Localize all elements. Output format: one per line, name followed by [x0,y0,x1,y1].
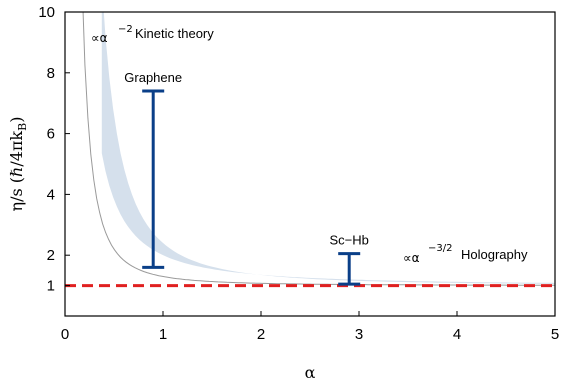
errorbar-label: Graphene [124,70,182,85]
x-tick-label: 3 [355,326,363,343]
x-axis-title: α [305,363,316,382]
x-tick-label: 4 [453,326,461,343]
annotation-holography-symbol: ∝α [403,251,420,265]
y-axis-ticks: 1 2 4 6 8 10 [38,4,70,295]
y-tick-label: 8 [47,65,55,82]
holography-kinetic-band [101,12,555,284]
y-axis-title: η/s (ℏ/4πkB) [7,117,29,212]
x-axis-ticks: 0 1 2 3 4 5 [61,311,559,343]
annotation-holography-label: Holography [461,247,528,262]
y-axis-title-main: η/s (ℏ/4πk [7,131,26,212]
errorbar-0: Graphene [124,70,182,269]
annotation-kinetic: ∝α −2 Kinetic theory [91,24,214,45]
annotation-kinetic-symbol: ∝α [91,31,108,45]
x-tick-label: 1 [159,326,167,343]
y-tick-label: 10 [38,4,55,21]
errorbar-label: Sc−Hb [330,233,369,248]
annotation-holography-exponent: −3/2 [428,243,452,254]
y-tick-label: 6 [47,126,55,143]
error-bars: Graphene Sc−Hb [124,70,369,286]
plot-frame [64,11,556,317]
x-tick-label: 0 [61,326,69,343]
y-tick-label: 1 [47,278,55,295]
y-tick-label: 2 [47,247,55,264]
annotation-kinetic-label: Kinetic theory [135,26,214,41]
plot-content [65,12,555,288]
annotation-kinetic-exponent: −2 [118,24,133,35]
x-tick-label: 2 [257,326,265,343]
y-tick-label: 4 [47,186,55,203]
y-axis-title-close: ) [7,117,26,123]
y-axis-title-subscript: B [16,123,29,131]
annotation-holography: ∝α −3/2 Holography [403,243,528,265]
errorbar-1: Sc−Hb [330,233,369,286]
x-tick-label: 5 [551,326,559,343]
